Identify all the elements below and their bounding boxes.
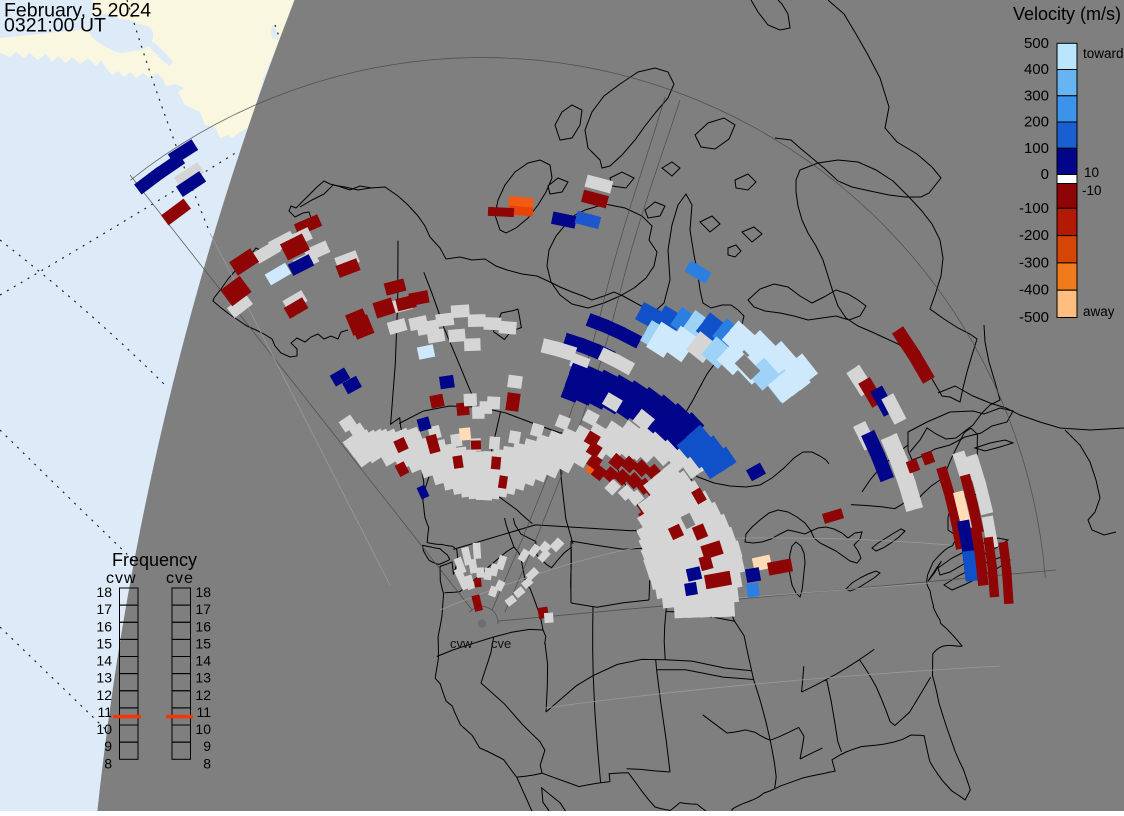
svg-text:300: 300 — [1024, 87, 1049, 104]
svg-text:cve: cve — [166, 570, 194, 587]
svg-text:15: 15 — [195, 635, 211, 651]
svg-text:-300: -300 — [1019, 254, 1049, 271]
svg-text:14: 14 — [96, 653, 112, 669]
svg-text:400: 400 — [1024, 61, 1049, 78]
svg-text:cvw: cvw — [450, 636, 473, 651]
svg-text:10: 10 — [96, 721, 112, 737]
svg-text:16: 16 — [96, 618, 112, 634]
svg-text:10: 10 — [195, 721, 211, 737]
svg-text:-100: -100 — [1019, 200, 1049, 217]
svg-text:0321:00 UT: 0321:00 UT — [4, 15, 106, 37]
svg-text:8: 8 — [104, 755, 112, 771]
svg-text:10: 10 — [1084, 165, 1099, 180]
svg-text:-500: -500 — [1019, 309, 1049, 326]
svg-text:13: 13 — [96, 670, 112, 686]
svg-text:Frequency: Frequency — [112, 550, 197, 570]
svg-text:12: 12 — [96, 687, 112, 703]
svg-text:11: 11 — [196, 704, 211, 720]
svg-text:-10: -10 — [1082, 183, 1102, 198]
svg-text:100: 100 — [1024, 140, 1049, 157]
svg-text:500: 500 — [1024, 35, 1049, 52]
svg-text:17: 17 — [96, 601, 112, 617]
svg-text:Velocity (m/s): Velocity (m/s) — [1013, 4, 1121, 24]
svg-text:9: 9 — [104, 738, 112, 754]
svg-text:toward: toward — [1083, 46, 1124, 61]
svg-text:200: 200 — [1024, 114, 1049, 131]
svg-text:cve: cve — [491, 636, 511, 651]
svg-text:-200: -200 — [1019, 227, 1049, 244]
svg-text:-400: -400 — [1019, 282, 1049, 299]
svg-text:18: 18 — [96, 584, 112, 600]
svg-text:0: 0 — [1041, 166, 1049, 183]
svg-text:16: 16 — [195, 618, 211, 634]
svg-text:15: 15 — [96, 635, 112, 651]
svg-text:9: 9 — [203, 738, 211, 754]
svg-text:18: 18 — [195, 584, 211, 600]
svg-text:17: 17 — [195, 601, 211, 617]
svg-text:11: 11 — [97, 704, 112, 720]
svg-text:8: 8 — [203, 755, 211, 771]
svg-text:14: 14 — [195, 653, 211, 669]
svg-text:13: 13 — [195, 670, 211, 686]
svg-text:12: 12 — [195, 687, 211, 703]
svg-text:away: away — [1083, 304, 1115, 319]
